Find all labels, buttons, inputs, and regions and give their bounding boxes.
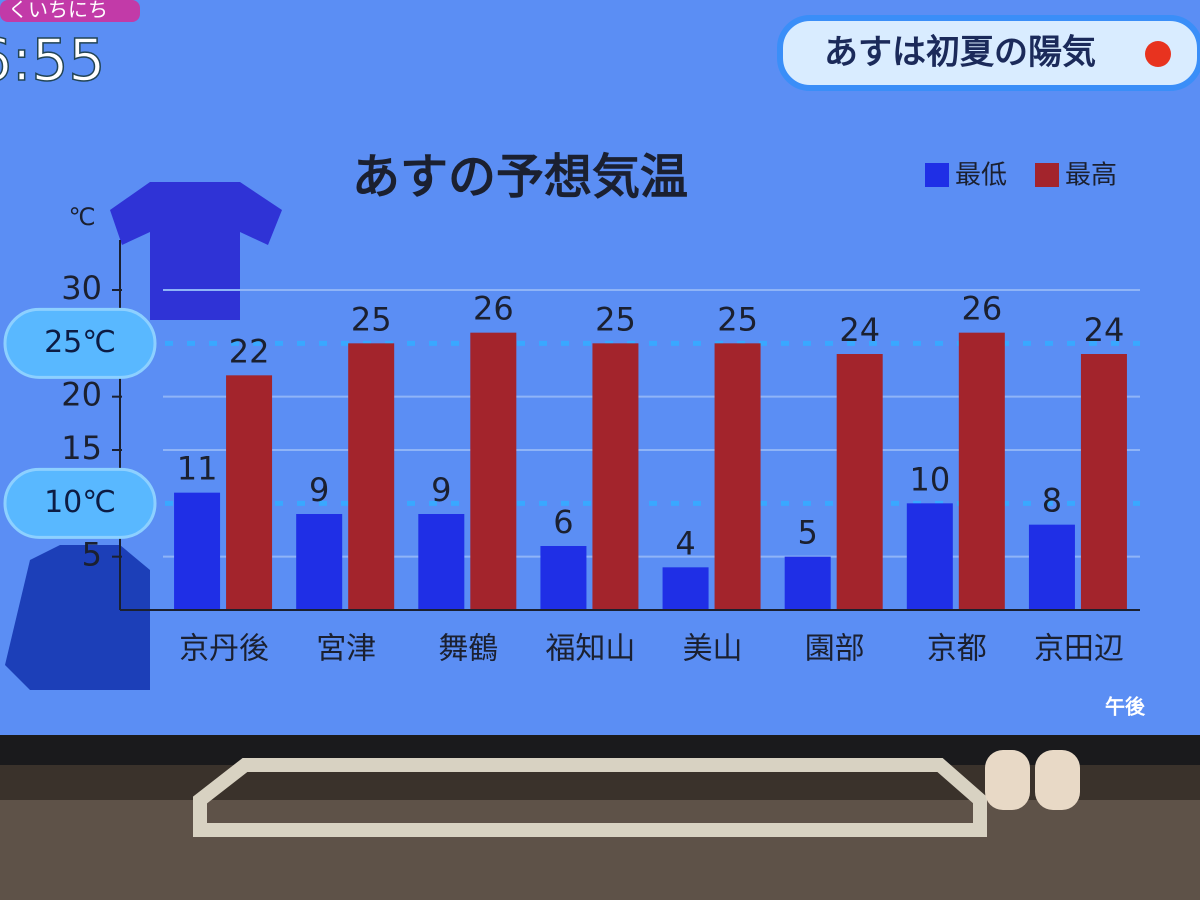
bar [540,546,587,610]
bar [592,343,639,610]
reference-badge [3,467,157,539]
bar [470,332,517,610]
bar [958,332,1005,610]
value-label: 24 [1084,311,1125,349]
x-tick-label: 京田辺 [1034,632,1124,667]
value-label: 9 [431,471,451,509]
plot: 515203025℃10℃京丹後1122宮津925舞鶴926福知山625美山42… [3,161,1140,667]
coat-icon [5,545,150,690]
x-tick-label: 京丹後 [179,632,269,667]
footer-time: 午後 [1105,695,1146,719]
bar [1080,354,1127,610]
value-label: 22 [229,332,270,370]
value-label: 8 [1042,482,1062,520]
sun-icon [1145,41,1171,67]
reference-label: 25℃ [44,325,116,360]
y-tick-label: 15 [61,429,102,467]
bar [662,567,709,610]
value-label: 25 [595,300,636,338]
shirt-icon [110,182,282,320]
bar [174,492,221,610]
y-tick-label: 5 [82,536,102,574]
value-label: 9 [309,471,329,509]
bar [836,354,883,610]
headline: あすは初夏の陽気 [824,33,1096,73]
value-label: 26 [961,290,1002,328]
bar [784,556,831,610]
legend-swatch [1035,163,1059,187]
value-label: 26 [473,290,514,328]
value-label: 6 [553,503,573,541]
tv-stand [193,758,987,837]
chart-title: あすの予想気温 [352,149,688,205]
value-label: 25 [351,300,392,338]
x-tick-label: 舞鶴 [438,632,498,667]
value-label: 25 [717,300,758,338]
bar [1028,524,1075,610]
reference-label: 10℃ [44,485,116,520]
value-label: 5 [798,514,818,552]
bar [906,503,953,610]
legend-label: 最高 [1065,161,1117,191]
x-tick-label: 宮津 [316,632,376,667]
x-tick-label: 京都 [927,632,987,667]
headline-box [777,15,1200,91]
y-tick-label: 20 [61,376,102,414]
bar [226,375,273,610]
cabinet [0,800,1200,900]
bar [296,514,343,610]
y-tick-label: 30 [61,269,102,307]
y-unit: ℃ [69,203,96,231]
tag-box [0,0,140,22]
reference-badge [3,307,157,379]
x-tick-label: 園部 [805,632,865,667]
legend-label: 最低 [955,161,1007,191]
value-label: 10 [909,460,950,498]
value-label: 24 [839,311,880,349]
clock: 6:55 [0,26,105,94]
figurine [985,750,1030,810]
value-label: 4 [675,524,695,562]
legend-swatch [925,163,949,187]
bar [418,514,465,610]
channel-tag: くいちにち [8,0,108,22]
bar [714,343,761,610]
x-tick-label: 福知山 [545,632,635,667]
x-tick-label: 美山 [683,632,743,667]
bar [348,343,395,610]
figurine [1035,750,1080,810]
value-label: 11 [177,450,218,488]
